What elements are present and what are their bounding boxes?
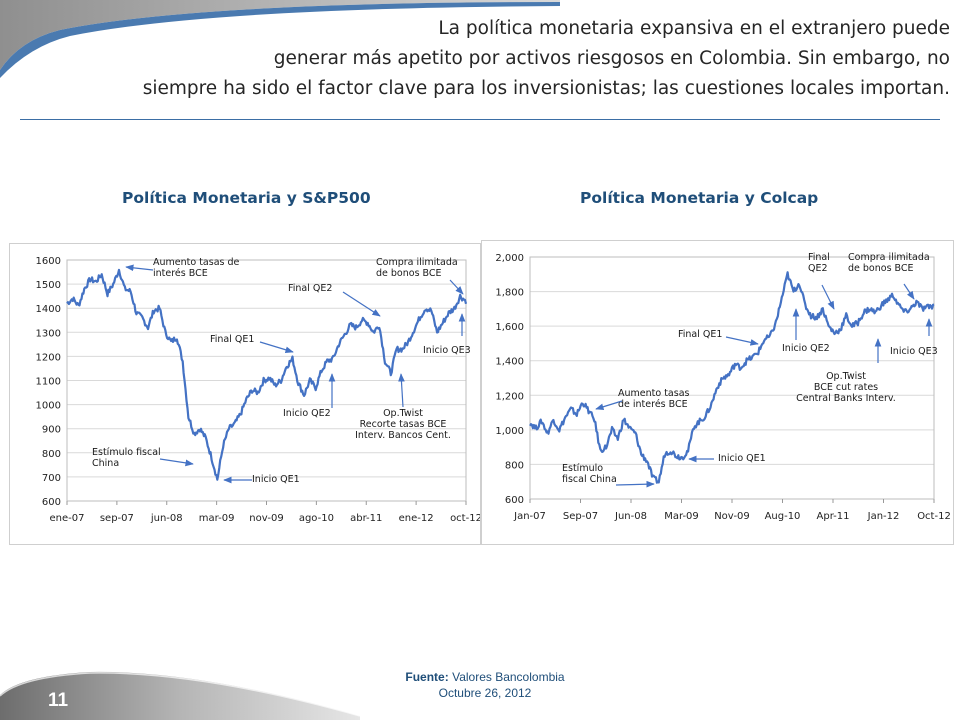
- annotation-label: Final QE1: [678, 329, 722, 340]
- annotation-arrow: [259, 341, 294, 354]
- x-tick-label: oct-12: [450, 513, 480, 524]
- annotation-label: Final QE1: [210, 334, 254, 345]
- y-tick-label: 800: [505, 460, 524, 471]
- annotation-label: Compra ilimitada de bonos BCE: [848, 252, 930, 274]
- chart-colcap: 600 800 1,000 1,200 1,400 1,600 1,800 2,000 Jan-…: [495, 252, 951, 522]
- chart-sp500: 600 700 800 900 1000 1100 1200 1300 1400 1500 1600…: [36, 256, 480, 524]
- y-tick-label: 600: [505, 495, 524, 506]
- series-line: [529, 271, 935, 484]
- y-tick-label: 1,200: [495, 391, 524, 402]
- y-tick-label: 1400: [36, 304, 61, 315]
- y-tick-label: 1,600: [495, 322, 524, 333]
- x-tick-label: ene-07: [50, 513, 85, 524]
- source-date: Octubre 26, 2012: [438, 686, 532, 700]
- chart-panel-colcap: 600 800 1,000 1,200 1,400 1,600 1,800 2,000 Jan-…: [481, 240, 954, 545]
- annotation-label: Inicio QE2: [283, 408, 331, 419]
- x-tick-label: Oct-12: [917, 511, 951, 522]
- series-line: [66, 268, 468, 481]
- annotation-arrow: [342, 291, 381, 317]
- y-tick-label: 1600: [36, 256, 61, 267]
- annotation-label: Inicio QE1: [718, 453, 766, 464]
- annotation-arrow: [903, 283, 915, 300]
- annotation-label: Inicio QE2: [782, 343, 830, 354]
- x-tick-label: jun-08: [150, 513, 183, 524]
- page-number: 11: [48, 690, 69, 711]
- y-tick-label: 1,400: [495, 357, 524, 368]
- y-tick-label: 800: [42, 449, 61, 460]
- annotation-label: Inicio QE3: [423, 345, 471, 356]
- annotation-arrow: [398, 373, 405, 408]
- y-tick-label: 1100: [36, 377, 61, 388]
- annotation-arrow: [125, 264, 154, 272]
- y-tick-label: 900: [42, 425, 61, 436]
- x-tick-label: Jan-12: [867, 511, 900, 522]
- source-text: Valores Bancolombia: [452, 670, 565, 684]
- annotation-label: Estímulo fiscal China: [92, 447, 161, 469]
- x-tick-label: Aug-10: [765, 511, 801, 522]
- annotation-label: Op.Twist Recorte tasas BCE Interv. Bancos …: [355, 408, 451, 441]
- slide-title: La política monetaria expansiva en el ex…: [14, 14, 950, 104]
- chart-panel-sp500: 600 700 800 900 1000 1100 1200 1300 1400 1500 1600…: [9, 243, 481, 545]
- annotation-arrow: [595, 400, 623, 410]
- title-divider: [20, 119, 940, 120]
- x-tick-label: Nov-09: [714, 511, 750, 522]
- y-tick-label: 1300: [36, 328, 61, 339]
- y-tick-label: 2,000: [495, 253, 524, 264]
- x-tick-label: Jun-08: [614, 511, 647, 522]
- annotation-label: Inicio QE1: [252, 474, 300, 485]
- annotation-arrow: [615, 480, 655, 488]
- y-tick-label: 1,000: [495, 426, 524, 437]
- y-tick-label: 700: [42, 473, 61, 484]
- y-tick-label: 1200: [36, 352, 61, 363]
- y-tick-label: 1,800: [495, 288, 524, 299]
- x-tick-label: mar-09: [199, 513, 235, 524]
- chart-title-sp500: Política Monetaria y S&P500: [122, 189, 371, 207]
- annotation-label: Op.Twist BCE cut rates Central Banks Inter…: [796, 371, 896, 404]
- annotation-arrow: [159, 458, 194, 467]
- x-tick-label: Jan-07: [513, 511, 546, 522]
- footer-swoosh: [0, 671, 361, 720]
- source-label: Fuente:: [405, 670, 449, 684]
- chart-title-colcap: Política Monetaria y Colcap: [580, 189, 819, 207]
- y-tick-label: 600: [42, 497, 61, 508]
- x-tick-label: Sep-07: [563, 511, 598, 522]
- y-tick-label: 1500: [36, 280, 61, 291]
- annotation-label: Compra ilimitada de bonos BCE: [376, 257, 458, 279]
- slide-title-line-3: siempre ha sido el factor clave para los…: [142, 78, 950, 99]
- annotation-label: Final QE2: [288, 283, 332, 294]
- annotation-label: Inicio QE3: [890, 346, 938, 357]
- x-tick-label: sep-07: [100, 513, 134, 524]
- x-tick-label: nov-09: [249, 513, 283, 524]
- annotation-label: Aumento tasas de interés BCE: [153, 257, 240, 279]
- slide-title-line-2: generar más apetito por activos riesgoso…: [273, 48, 950, 69]
- x-tick-label: ene-12: [399, 513, 434, 524]
- annotation-arrow: [821, 284, 835, 310]
- y-tick-label: 1000: [36, 401, 61, 412]
- x-tick-label: Mar-09: [664, 511, 699, 522]
- annotation-label: Aumento tasas de interés BCE: [618, 388, 690, 410]
- header-swoosh: [0, 0, 560, 78]
- source-note: Fuente: Valores Bancolombia Octubre 26, …: [370, 669, 600, 701]
- x-tick-label: Apr-11: [817, 511, 850, 522]
- annotation-arrow: [449, 279, 464, 295]
- x-tick-label: abr-11: [350, 513, 382, 524]
- annotation-arrow: [725, 336, 759, 346]
- annotation-label: Final QE2: [808, 252, 830, 274]
- x-tick-label: ago-10: [299, 513, 334, 524]
- slide-title-line-1: La política monetaria expansiva en el ex…: [438, 18, 950, 39]
- annotation-label: Estímulo fiscal China: [562, 463, 617, 485]
